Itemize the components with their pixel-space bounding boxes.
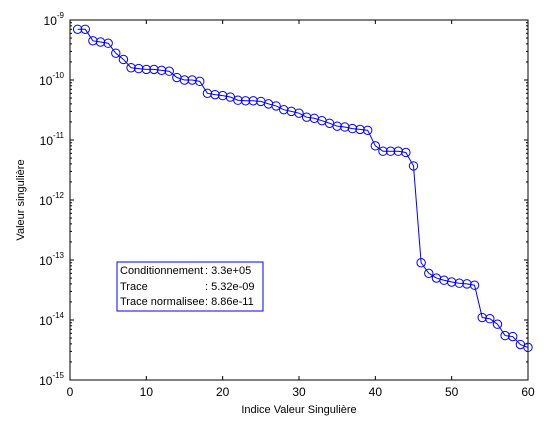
data-point (363, 125, 373, 136)
x-axis-label: Indice Valeur Singulière (241, 404, 356, 416)
plot-area (69, 19, 529, 381)
data-point (508, 331, 518, 342)
x-tick-label: 30 (292, 385, 306, 399)
data-point (279, 104, 289, 115)
data-point (118, 54, 129, 65)
x-tick-label: 60 (521, 385, 535, 399)
series-markers (72, 24, 533, 353)
y-tick-label: 10-11 (40, 131, 65, 148)
data-point (424, 268, 434, 279)
data-point (301, 112, 312, 122)
x-axis-ticks: 0 10 20 30 40 50 60 (67, 20, 535, 399)
data-point (134, 63, 144, 74)
data-point (332, 121, 342, 131)
data-point (149, 64, 159, 75)
data-point (408, 161, 419, 171)
data-point (401, 147, 411, 158)
data-point (164, 66, 174, 76)
data-point (454, 278, 464, 288)
data-point (248, 96, 258, 106)
x-tick-label: 0 (67, 385, 74, 399)
data-point (210, 89, 220, 100)
y-tick-label: 10-13 (39, 251, 64, 268)
data-point (355, 124, 365, 135)
annotation-value-2: : 5.32e-09 (205, 281, 255, 293)
data-point (477, 312, 487, 323)
data-point (446, 277, 457, 287)
data-point (72, 24, 83, 34)
annotation-label-2: Trace (120, 281, 148, 293)
annotation-value-1: : 3.3e+05 (205, 265, 251, 277)
data-point (103, 38, 113, 48)
data-point (233, 95, 243, 105)
y-tick-label: 10-9 (44, 11, 65, 28)
data-point (370, 141, 381, 151)
y-tick-label: 10-14 (39, 311, 64, 328)
data-point (111, 48, 121, 58)
data-point (187, 75, 197, 85)
annotation-box: Conditionnement : 3.3e+05 Trace : 5.32e-… (116, 261, 264, 312)
annotation-label-3: Trace normalisee (120, 296, 205, 308)
data-point (195, 76, 205, 87)
data-point (347, 123, 358, 134)
data-point (393, 146, 403, 156)
x-tick-label: 10 (140, 385, 154, 399)
x-tick-label: 20 (216, 385, 230, 399)
data-point (416, 258, 426, 268)
data-point (340, 122, 350, 132)
data-point (95, 37, 106, 47)
data-point (271, 101, 281, 111)
data-point (294, 108, 304, 118)
y-axis-label: Valeur singulière (15, 159, 27, 240)
data-point (485, 314, 495, 324)
data-point (179, 75, 190, 85)
annotation-frame (116, 261, 264, 312)
data-point (378, 146, 388, 156)
annotation-label-1: Conditionnement (120, 265, 203, 277)
annotation-value-3: : 8.86e-11 (205, 296, 254, 308)
data-point (217, 90, 228, 101)
data-point (240, 96, 251, 106)
data-point (462, 279, 472, 289)
y-tick-label: 10-10 (39, 71, 64, 88)
data-point (126, 63, 136, 73)
y-tick-label: 10-12 (39, 191, 64, 208)
data-point (385, 146, 396, 156)
x-tick-label: 50 (445, 385, 459, 399)
data-point (492, 319, 503, 329)
data-point (156, 65, 167, 76)
y-tick-label: 10-15 (39, 371, 64, 388)
data-point (88, 36, 98, 46)
data-point (469, 280, 480, 290)
data-point (80, 24, 90, 34)
data-point (141, 64, 152, 75)
data-point (500, 330, 510, 341)
y-axis-ticks: 10-15 10-14 10-13 10-12 10-11 10-10 10-9 (39, 11, 528, 388)
data-point (523, 342, 533, 353)
x-tick-label: 40 (369, 385, 383, 399)
data-point (202, 88, 213, 99)
